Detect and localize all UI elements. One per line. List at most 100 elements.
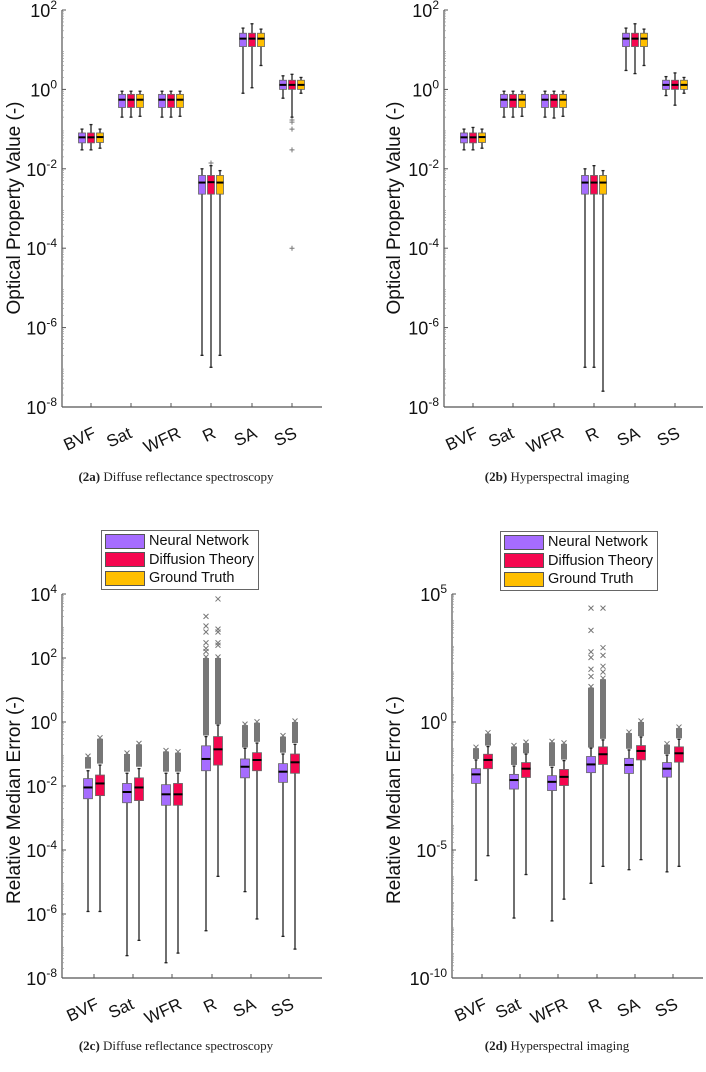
y-tick-exponent: -8 (428, 395, 439, 409)
outlier-cluster (215, 658, 221, 725)
box-iqr (640, 32, 648, 47)
legend-label: Ground Truth (548, 571, 634, 587)
box-diffusion_theory (87, 123, 95, 151)
outlier-cluster (600, 679, 606, 739)
box-diffusion_theory (509, 90, 517, 118)
box-diffusion_theory (167, 90, 175, 118)
y-axis-label: Optical Property Value (-) (4, 102, 25, 315)
box-ground_truth (680, 76, 688, 94)
box-diffusion_theory (590, 165, 598, 368)
y-tick-base: 10 (408, 398, 428, 418)
caption-tag: (2c) (78, 1038, 100, 1053)
box-iqr (257, 32, 265, 47)
x-tick-label: WFR (528, 994, 571, 1028)
box-diffusion_theory (127, 90, 135, 118)
box-iqr (622, 32, 630, 47)
box-diffusion_theory (134, 740, 144, 942)
outlier-marker (203, 629, 209, 635)
legend-panel-2c: Neural Network Diffusion Theory Ground Tru… (101, 530, 260, 590)
y-tick-label: 10-2 (26, 157, 57, 180)
box-iqr (674, 746, 684, 763)
y-tick-label: 10-6 (408, 316, 439, 339)
y-tick-base: 10 (420, 585, 440, 605)
y-tick-exponent: -2 (46, 774, 57, 788)
y-tick-exponent: -4 (46, 236, 57, 250)
box-iqr (216, 175, 224, 195)
box-neural_network (240, 721, 250, 893)
outlier-marker (676, 724, 682, 730)
legend-label: Diffusion Theory (149, 551, 255, 568)
legend-label: Neural Network (548, 534, 648, 550)
box-neural_network (201, 613, 211, 932)
outlier-cluster (175, 752, 181, 772)
y-tick-base: 10 (26, 160, 46, 180)
box-iqr (636, 745, 646, 761)
outlier-marker (626, 729, 632, 735)
outlier-marker (638, 718, 644, 724)
outlier-marker (588, 605, 594, 612)
x-tick-label: BVF (452, 994, 490, 1025)
box-ground_truth (176, 90, 184, 117)
outlier-marker (600, 605, 606, 612)
y-tick-exponent: -8 (46, 966, 57, 980)
box-iqr (83, 778, 93, 800)
outlier-cluster (280, 736, 286, 753)
y-tick-base: 10 (26, 319, 46, 339)
y-tick-base: 10 (30, 649, 50, 669)
y-tick-base: 10 (416, 841, 436, 861)
box-diffusion_theory (252, 718, 262, 920)
y-tick-label: 10-2 (26, 774, 57, 797)
outlier-marker (215, 654, 221, 660)
y-tick-exponent: -6 (46, 902, 57, 916)
box-neural_network (581, 168, 589, 368)
y-tick-label: 10-6 (26, 902, 57, 925)
y-tick-base: 10 (26, 777, 46, 797)
box-diffusion_theory (248, 23, 256, 89)
outlier-cluster (588, 687, 594, 748)
box-neural_network (460, 128, 468, 151)
y-tick-label: 10-4 (26, 236, 57, 259)
caption-2b: (2b) Hyperspectral imaging (485, 469, 629, 485)
x-tick-label: SA (614, 994, 643, 1021)
box-ground_truth (136, 90, 144, 117)
x-tick-label: SA (614, 423, 643, 450)
legend-item-neural-network: Neural Network (105, 532, 254, 551)
box-diffusion_theory (95, 734, 105, 913)
x-tick-label: WFR (524, 423, 567, 457)
y-tick-base: 10 (30, 80, 50, 100)
y-tick-base: 10 (26, 905, 46, 925)
y-tick-exponent: -4 (46, 838, 57, 852)
x-tick-label: Sat (493, 994, 524, 1022)
outlier-marker (124, 750, 130, 756)
y-tick-exponent: -2 (428, 157, 439, 171)
outlier-marker (215, 626, 221, 632)
box-iqr (483, 753, 493, 770)
x-tick-label: R (586, 994, 605, 1016)
box-iqr (136, 93, 144, 108)
box-neural_network (279, 75, 287, 99)
box-iqr (118, 93, 126, 108)
box-iqr (509, 773, 519, 790)
y-tick-exponent: 2 (50, 646, 57, 660)
legend-swatch (504, 534, 544, 550)
box-diffusion_theory (674, 724, 684, 867)
y-tick-label: 102 (30, 646, 57, 669)
legend-swatch (105, 570, 145, 586)
outlier-marker (549, 738, 555, 745)
y-tick-exponent: -10 (430, 966, 448, 980)
y-tick-base: 10 (412, 1, 432, 21)
box-ground_truth (478, 128, 486, 149)
x-tick-label: BVF (443, 423, 481, 454)
box-iqr (471, 768, 481, 784)
y-tick-label: 105 (420, 582, 447, 605)
box-iqr (239, 32, 247, 47)
box-neural_network (158, 90, 166, 118)
y-tick-base: 10 (26, 841, 46, 861)
box-neural_network (622, 27, 630, 72)
outlier-cluster (626, 733, 632, 749)
caption-text: Hyperspectral imaging (507, 469, 630, 484)
outlier-marker (292, 718, 298, 724)
box-neural_network (541, 90, 549, 118)
